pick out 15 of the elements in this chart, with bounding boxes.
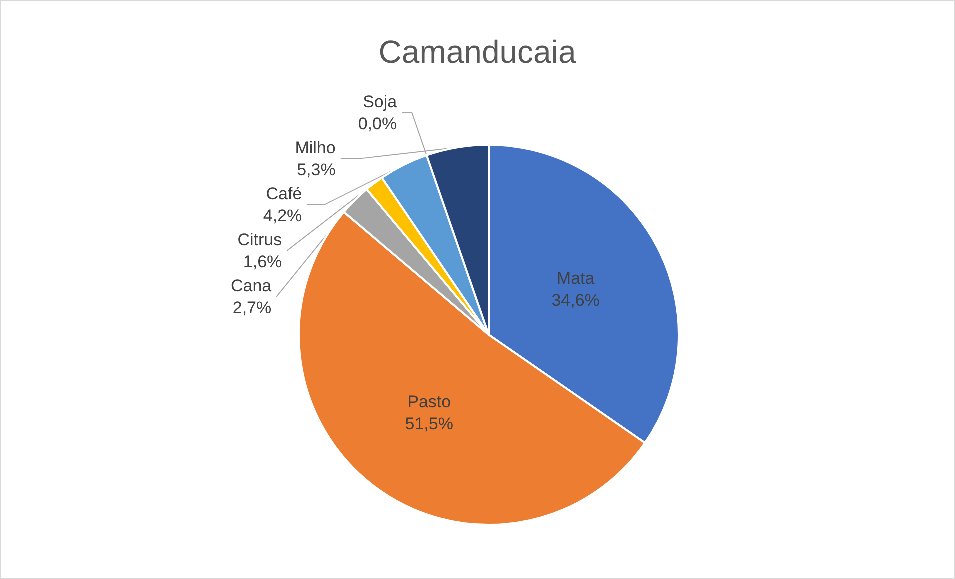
category-label: Soja	[363, 92, 398, 112]
slice-label: Mata	[556, 269, 596, 288]
data-label: 51,5%	[405, 414, 454, 434]
slice-label: Pasto	[408, 392, 452, 412]
data-label: 5,3%	[297, 160, 336, 180]
slice-label: Milho	[295, 138, 336, 158]
data-label: 1,6%	[243, 252, 282, 272]
slice-label: Cana	[230, 276, 272, 296]
text: 0,0%	[358, 114, 398, 134]
slice-label: Café	[266, 184, 302, 204]
data-label: 34,6%	[552, 291, 600, 310]
chart-title: Camanducaia	[378, 34, 576, 70]
data-label: 4,2%	[263, 206, 302, 226]
slice-label: Citrus	[238, 230, 282, 250]
data-label: 2,7%	[232, 298, 272, 318]
